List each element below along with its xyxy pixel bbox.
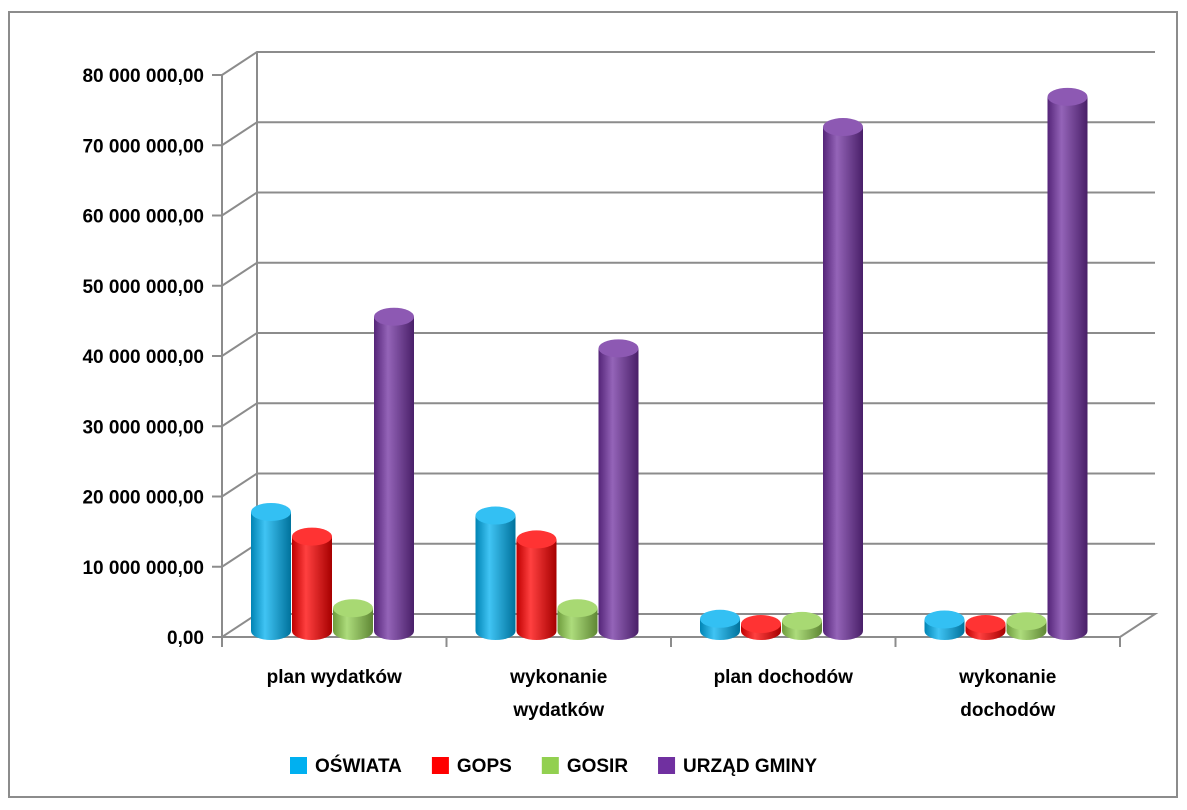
bar <box>1047 87 1088 640</box>
bar <box>924 610 965 640</box>
bar <box>333 599 373 640</box>
bar-top <box>557 599 598 618</box>
x-tick-label: plan dochodów <box>714 667 854 688</box>
x-tick-label: wykonanie <box>958 667 1056 688</box>
bar-top <box>598 339 639 358</box>
y-tick-label: 60 000 000,00 <box>82 207 204 228</box>
bar-top <box>1006 612 1047 631</box>
bar-top <box>924 610 965 629</box>
bar-top <box>251 502 291 521</box>
bar <box>292 527 332 640</box>
bar-top <box>823 118 863 137</box>
bar <box>700 609 740 640</box>
bar-body <box>598 348 639 640</box>
legend-swatch <box>541 757 559 774</box>
bar-top <box>516 530 557 549</box>
bar <box>516 530 557 640</box>
legend-item: OŚWIATA <box>290 755 402 777</box>
y-tick-label: 70 000 000,00 <box>82 136 204 157</box>
x-tick-label: wykonanie <box>509 667 607 688</box>
legend-label: GOPS <box>457 756 512 777</box>
legend-swatch <box>658 757 676 774</box>
bar <box>475 506 516 640</box>
bar-top <box>700 609 740 628</box>
y-tick-label: 0,00 <box>167 628 204 649</box>
bar <box>557 599 598 640</box>
bar-body <box>557 608 598 640</box>
bar <box>598 339 639 640</box>
bar <box>1006 612 1047 640</box>
legend-item: GOSIR <box>541 756 629 777</box>
bar-top <box>333 599 373 618</box>
legend: OŚWIATA GOPS GOSIR URZĄD GMINY <box>290 755 817 777</box>
bar-body <box>374 316 414 640</box>
legend-swatch <box>290 757 307 774</box>
y-tick-label: 40 000 000,00 <box>82 347 204 368</box>
gridline <box>221 51 1155 76</box>
bar-top <box>374 307 414 326</box>
bar-top <box>741 615 781 634</box>
legend-label: OŚWIATA <box>315 755 402 777</box>
bar-body <box>823 127 863 640</box>
bar-body <box>475 515 516 640</box>
bar <box>782 611 822 640</box>
bar-top <box>965 615 1006 634</box>
legend-item: GOPS <box>431 756 512 777</box>
bar <box>374 307 414 640</box>
bar-top <box>475 506 516 525</box>
bar-body <box>1047 96 1088 640</box>
axis-layer: 0,00 10 000 000,00 20 000 000,00 30 000 000… <box>82 66 1121 721</box>
y-tick-label: 50 000 000,00 <box>82 277 204 298</box>
bar-top <box>782 611 822 630</box>
legend-label: URZĄD GMINY <box>683 756 817 777</box>
bar-body <box>251 511 291 640</box>
bar-top <box>292 527 332 546</box>
bars-layer <box>251 87 1088 640</box>
bar-top <box>1047 87 1088 106</box>
y-tick-label: 30 000 000,00 <box>82 417 204 438</box>
y-tick-label: 20 000 000,00 <box>82 488 204 509</box>
x-tick-label: dochodów <box>960 700 1055 721</box>
bar <box>823 118 863 640</box>
x-tick-label: wydatków <box>512 700 604 721</box>
bar <box>741 615 781 640</box>
y-tick-label: 10 000 000,00 <box>82 558 204 579</box>
bar-body <box>516 539 557 640</box>
legend-label: GOSIR <box>567 756 629 777</box>
legend-swatch <box>431 757 449 774</box>
bar <box>251 502 291 640</box>
bar-body <box>292 536 332 640</box>
legend-item: URZĄD GMINY <box>658 756 817 777</box>
x-tick-label: plan wydatków <box>267 667 402 688</box>
y-tick-label: 80 000 000,00 <box>82 66 204 87</box>
chart-border <box>8 11 1178 798</box>
bar <box>965 615 1006 640</box>
bar-body <box>333 608 373 640</box>
